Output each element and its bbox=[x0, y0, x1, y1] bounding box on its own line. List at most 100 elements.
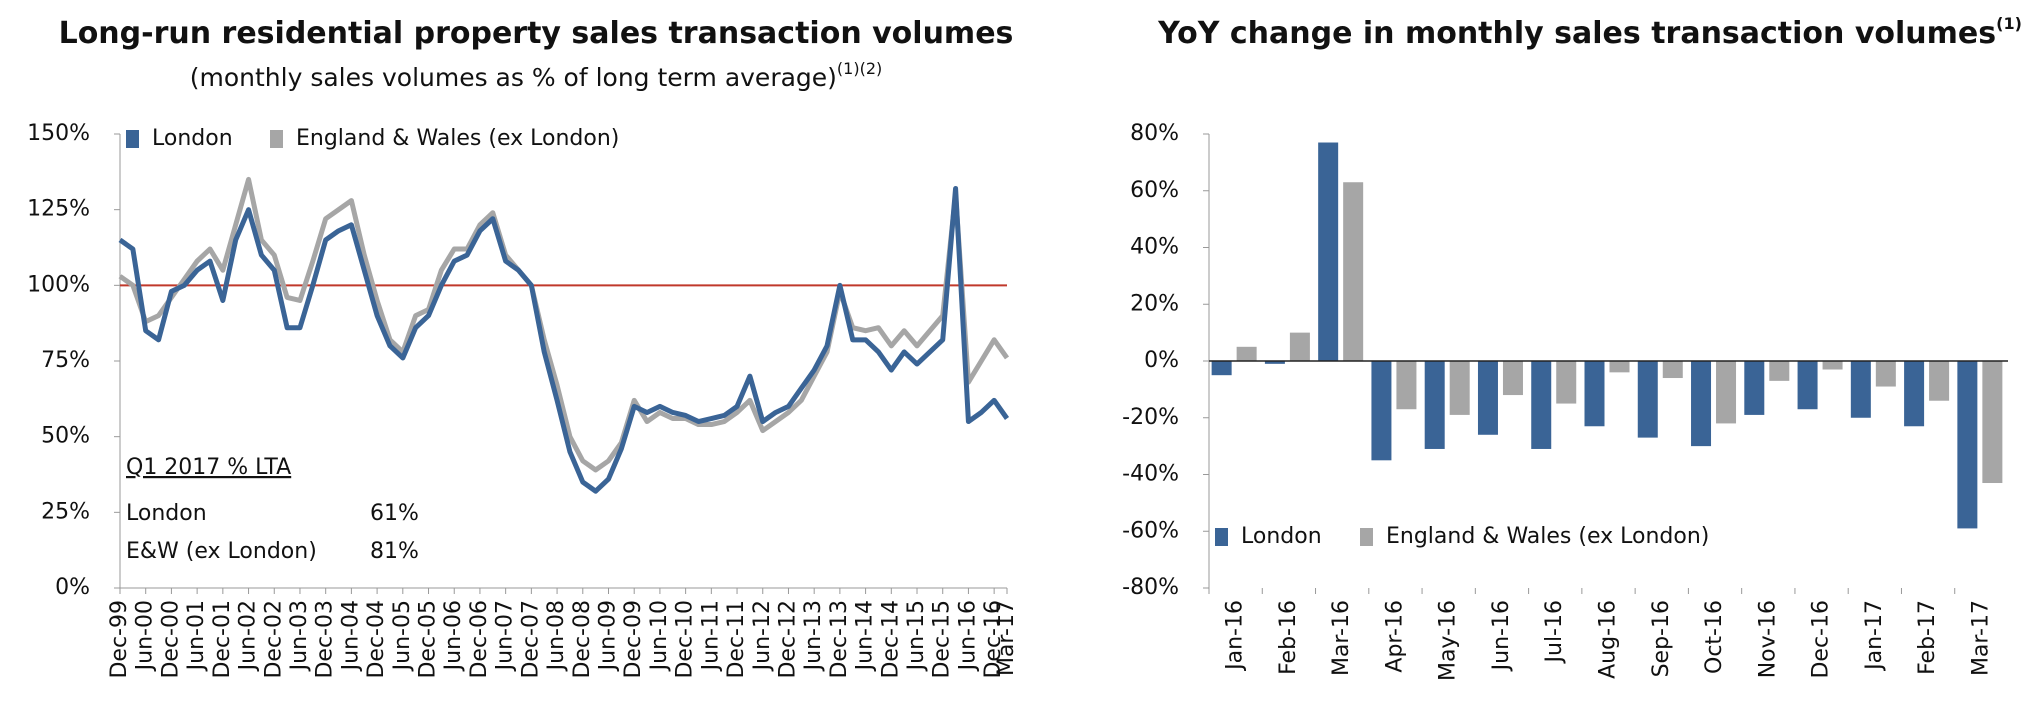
bar bbox=[1289, 332, 1310, 361]
x-tick-label: Dec-07 bbox=[518, 600, 543, 679]
x-tick-label: Dec-16 bbox=[1809, 600, 1834, 679]
annotation-label: London bbox=[126, 501, 207, 526]
y-tick-label: 150% bbox=[27, 121, 90, 146]
bar bbox=[1264, 361, 1285, 364]
x-tick-label: Jun-16 bbox=[955, 600, 980, 672]
annotation-value: 81% bbox=[370, 539, 419, 564]
x-tick-label: Feb-16 bbox=[1276, 600, 1301, 675]
legend-label: London bbox=[1241, 524, 1322, 549]
x-tick-label: Dec-12 bbox=[775, 600, 800, 679]
x-tick-label: Dec-03 bbox=[313, 600, 338, 679]
y-tick-label: 25% bbox=[41, 499, 90, 524]
x-tick-label: Jan-17 bbox=[1862, 600, 1887, 672]
series-line bbox=[118, 176, 1010, 473]
x-tick-label: Jun-03 bbox=[287, 600, 312, 672]
x-tick-label: Jun-04 bbox=[338, 600, 363, 672]
x-tick-label: Dec-06 bbox=[467, 600, 492, 679]
y-tick-label: 50% bbox=[41, 424, 90, 449]
legend-swatch bbox=[270, 130, 283, 148]
x-tick-label: Oct-16 bbox=[1702, 600, 1727, 674]
y-tick-label: 0% bbox=[55, 575, 90, 600]
y-tick-label: -20% bbox=[1122, 405, 1179, 430]
x-tick-label: Sep-16 bbox=[1649, 600, 1674, 677]
x-tick-label: Dec-01 bbox=[210, 600, 235, 679]
bar bbox=[1957, 361, 1978, 529]
annotation-label: E&W (ex London) bbox=[126, 539, 317, 564]
x-tick-label: Jun-08 bbox=[544, 600, 569, 672]
bar bbox=[1502, 361, 1523, 396]
y-tick-label: 0% bbox=[1144, 348, 1179, 373]
x-tick-label: Dec-15 bbox=[930, 600, 955, 679]
y-tick-label: 100% bbox=[27, 272, 90, 297]
bar bbox=[1556, 361, 1577, 404]
y-tick-label: -80% bbox=[1122, 575, 1179, 600]
x-tick-label: Dec-11 bbox=[724, 600, 749, 679]
bar bbox=[1343, 182, 1364, 361]
annotation-value: 61% bbox=[370, 501, 419, 526]
bar bbox=[1662, 361, 1683, 379]
x-tick-label: Jun-11 bbox=[698, 600, 723, 672]
y-tick-label: 80% bbox=[1130, 121, 1179, 146]
bar bbox=[1424, 361, 1445, 449]
x-tick-label: Dec-09 bbox=[621, 600, 646, 679]
x-tick-label: Mar-17 bbox=[1968, 600, 1993, 676]
x-tick-label: Jun-14 bbox=[853, 600, 878, 672]
title-note: (1) bbox=[1996, 14, 2022, 33]
x-tick-label: Jan-16 bbox=[1223, 600, 1248, 672]
bar bbox=[1449, 361, 1470, 415]
x-tick-label: Jun-05 bbox=[390, 600, 415, 672]
y-tick-label: 60% bbox=[1130, 178, 1179, 203]
bar bbox=[1929, 361, 1950, 401]
chart-title: YoY change in monthly sales transaction … bbox=[1157, 14, 2022, 51]
chart-title: Long-run residential property sales tran… bbox=[59, 16, 1014, 51]
x-tick-label: Jun-07 bbox=[493, 600, 518, 672]
bar bbox=[1691, 361, 1712, 447]
bar bbox=[1211, 361, 1232, 376]
x-tick-label: Dec-04 bbox=[364, 600, 389, 679]
x-tick-label: Dec-16 bbox=[981, 600, 1006, 679]
annotation-heading: Q1 2017 % LTA bbox=[126, 455, 291, 480]
x-tick-label: Jun-09 bbox=[595, 600, 620, 672]
x-tick-label: Jun-02 bbox=[236, 600, 261, 672]
x-tick-label: Jun-12 bbox=[750, 600, 775, 672]
x-tick-label: Jun-15 bbox=[904, 600, 929, 672]
title-text: YoY change in monthly sales transaction … bbox=[1157, 16, 1996, 51]
bar bbox=[1396, 361, 1417, 410]
bar bbox=[1822, 361, 1843, 370]
x-tick-label: Aug-16 bbox=[1596, 600, 1621, 679]
bar bbox=[1609, 361, 1630, 373]
x-tick-label: Nov-16 bbox=[1755, 600, 1780, 678]
bar bbox=[1716, 361, 1737, 424]
bar bbox=[1744, 361, 1765, 415]
x-tick-label: Jun-16 bbox=[1489, 600, 1514, 672]
bar bbox=[1875, 361, 1896, 387]
x-tick-label: Dec-02 bbox=[261, 600, 286, 679]
x-tick-label: Dec-13 bbox=[827, 600, 852, 679]
y-tick-label: -40% bbox=[1122, 462, 1179, 487]
y-tick-label: 20% bbox=[1130, 291, 1179, 316]
legend-swatch bbox=[1215, 528, 1228, 546]
x-tick-label: Dec-00 bbox=[158, 600, 183, 679]
x-tick-label: Jun-13 bbox=[801, 600, 826, 672]
x-tick-label: Apr-16 bbox=[1382, 600, 1407, 673]
bar bbox=[1236, 346, 1257, 361]
y-tick-label: 75% bbox=[41, 348, 90, 373]
bar bbox=[1371, 361, 1392, 461]
bar bbox=[1637, 361, 1658, 438]
bar bbox=[1584, 361, 1605, 427]
y-tick-label: 40% bbox=[1130, 235, 1179, 260]
x-tick-label: Mar-17 bbox=[994, 600, 1019, 676]
legend-label: England & Wales (ex London) bbox=[296, 126, 619, 151]
legend-swatch bbox=[1360, 528, 1373, 546]
x-tick-label: Jun-10 bbox=[647, 600, 672, 672]
series-line bbox=[118, 185, 1010, 494]
bar bbox=[1982, 361, 2003, 484]
x-tick-label: Jun-00 bbox=[133, 600, 158, 672]
legend-label: England & Wales (ex London) bbox=[1386, 524, 1709, 549]
x-tick-label: Mar-16 bbox=[1329, 600, 1354, 676]
legend-swatch bbox=[126, 130, 139, 148]
legend-label: London bbox=[152, 126, 233, 151]
bar bbox=[1477, 361, 1498, 435]
bar bbox=[1318, 142, 1339, 361]
x-tick-label: Dec-08 bbox=[570, 600, 595, 679]
